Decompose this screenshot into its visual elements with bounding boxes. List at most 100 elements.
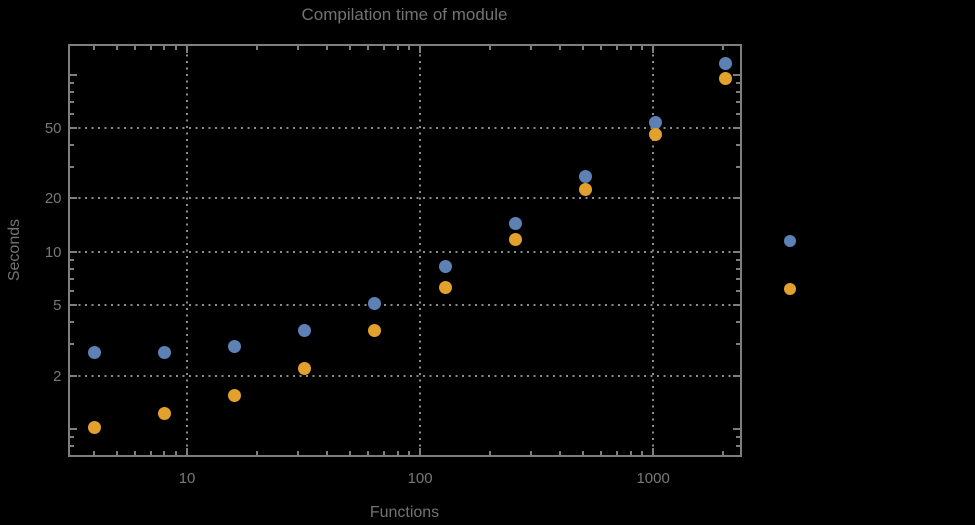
x-tick: [149, 45, 152, 50]
y-tick: [69, 101, 74, 104]
y-tick: [69, 73, 77, 76]
y-tick: [735, 112, 740, 115]
y-tick: [732, 304, 740, 307]
plot-frame-left: [67, 43, 70, 457]
x-tick: [641, 45, 644, 50]
data-point-blue: [438, 259, 452, 273]
data-point-blue: [157, 345, 171, 359]
x-tick: [396, 45, 399, 50]
y-tick: [69, 166, 74, 169]
x-tick: [367, 45, 370, 50]
x-tick: [396, 451, 399, 455]
y-tick: [69, 81, 74, 84]
y-tick: [69, 290, 74, 293]
x-tick: [256, 451, 259, 455]
x-tick: [367, 451, 370, 455]
x-tick: [93, 45, 96, 50]
x-tick: [326, 45, 329, 50]
x-tick-label: 1000: [636, 470, 670, 487]
x-tick: [419, 45, 422, 53]
x-tick: [134, 45, 137, 50]
x-tick: [186, 448, 189, 455]
y-tick: [735, 445, 740, 448]
x-tick: [383, 45, 385, 50]
x-tick-label: 10: [178, 470, 196, 487]
y-tick: [735, 144, 740, 147]
x-tick: [175, 451, 178, 455]
x-tick: [134, 451, 137, 455]
x-tick: [641, 451, 644, 455]
y-tick: [69, 197, 77, 200]
x-tick: [616, 451, 619, 455]
x-tick-label: 100: [407, 470, 433, 487]
x-tick: [348, 451, 351, 455]
x-tick: [348, 45, 351, 50]
y-tick: [69, 343, 74, 346]
y-tick: [732, 427, 740, 430]
chart-title: Compilation time of module: [301, 5, 508, 24]
y-tick: [69, 250, 77, 253]
data-point-orange: [87, 420, 101, 434]
y-tick: [69, 427, 77, 430]
x-tick: [600, 451, 603, 455]
data-point-orange: [578, 183, 592, 197]
data-point-orange: [157, 407, 171, 421]
data-point-blue: [298, 323, 312, 337]
y-tick: [735, 90, 740, 93]
x-tick: [489, 45, 492, 50]
x-tick: [383, 451, 385, 455]
x-tick: [256, 45, 259, 50]
x-tick: [115, 451, 118, 455]
data-point-orange: [719, 72, 733, 86]
x-tick: [559, 45, 562, 50]
x-tick: [408, 45, 411, 50]
data-point-blue: [719, 56, 733, 70]
y-gridline: [71, 374, 738, 377]
y-tick: [69, 126, 77, 129]
y-tick: [735, 101, 740, 104]
x-tick: [163, 45, 166, 50]
x-gridline: [186, 47, 189, 453]
data-point-orange: [368, 323, 382, 337]
data-point-blue: [508, 217, 522, 231]
data-point-orange: [508, 233, 522, 247]
x-tick: [629, 451, 632, 455]
x-tick: [149, 451, 152, 455]
x-tick: [297, 451, 300, 455]
y-tick: [732, 73, 740, 76]
data-point-blue: [87, 345, 101, 359]
data-point-orange: [438, 280, 452, 294]
data-point-orange: [228, 388, 242, 402]
y-tick: [732, 197, 740, 200]
x-tick: [652, 45, 655, 53]
x-tick: [652, 448, 655, 455]
y-tick: [735, 81, 740, 84]
y-tick: [69, 435, 74, 438]
data-point-blue: [649, 115, 663, 129]
y-tick: [735, 267, 740, 270]
x-tick: [600, 45, 603, 50]
x-tick: [115, 45, 118, 50]
y-gridline: [71, 250, 738, 253]
x-tick: [297, 45, 300, 50]
x-tick: [530, 45, 533, 50]
y-gridline: [71, 197, 738, 200]
y-tick: [69, 144, 74, 147]
y-tick: [69, 112, 74, 115]
y-tick: [735, 166, 740, 169]
x-tick: [408, 451, 411, 455]
x-tick: [326, 451, 329, 455]
x-tick: [722, 45, 725, 50]
y-tick: [69, 258, 74, 261]
y-tick: [735, 321, 740, 324]
y-tick-label: 2: [53, 367, 62, 385]
x-tick: [175, 45, 178, 50]
x-tick: [163, 451, 166, 455]
y-tick-label: 20: [44, 190, 62, 208]
plot-frame-top: [67, 43, 742, 46]
data-point-blue: [578, 170, 592, 184]
y-gridline: [71, 304, 738, 307]
y-tick: [735, 343, 740, 346]
legend-marker-orange: [783, 282, 796, 295]
